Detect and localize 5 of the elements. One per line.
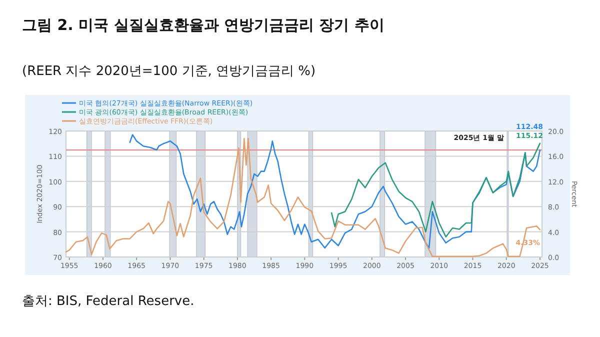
chart-title: 그림 2. 미국 실질실효환율과 연방기금금리 장기 추이	[22, 16, 384, 34]
source-note: 출처: BIS, Federal Reserve.	[22, 294, 194, 309]
line-series	[330, 142, 541, 238]
chart-subtitle: (REER 지수 2020년=100 기준, 연방기금금리 %)	[22, 64, 316, 79]
line-series	[129, 134, 541, 249]
